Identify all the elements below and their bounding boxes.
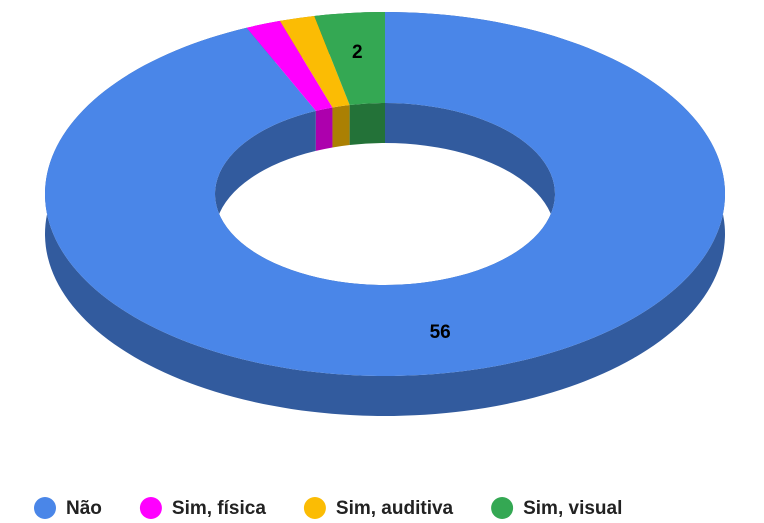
legend-label: Não bbox=[66, 498, 102, 519]
legend-label: Sim, física bbox=[172, 498, 266, 519]
legend-marker bbox=[34, 497, 56, 519]
data-label: 56 bbox=[430, 322, 451, 343]
legend-label: Sim, visual bbox=[523, 498, 622, 519]
slice bbox=[314, 12, 385, 105]
slice-inner-wall bbox=[315, 107, 333, 151]
slice bbox=[246, 20, 333, 111]
slice-inner-wall bbox=[349, 103, 385, 145]
slice bbox=[279, 15, 350, 108]
slice bbox=[45, 12, 726, 376]
legend-marker bbox=[491, 497, 514, 519]
legend-marker bbox=[139, 497, 162, 519]
legend-label: Sim, auditiva bbox=[336, 498, 454, 519]
slice-inner-wall bbox=[332, 104, 350, 148]
legend-marker bbox=[303, 497, 326, 519]
data-label: 2 bbox=[352, 42, 363, 63]
